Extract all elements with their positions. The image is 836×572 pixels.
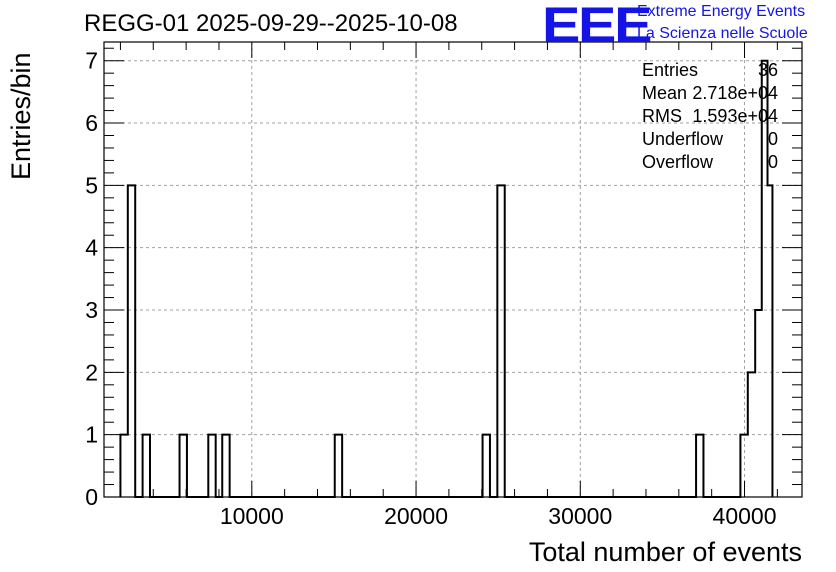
x-tick-label: 40000 (713, 503, 777, 529)
histogram-bin (180, 435, 187, 497)
histogram-bin (696, 435, 703, 497)
y-tick-label: 7 (85, 48, 98, 74)
x-axis-label: Total number of events (528, 537, 802, 567)
histogram-bin (208, 435, 215, 497)
y-axis-label: Entries/bin (6, 52, 36, 180)
stats-entries-label: Entries (642, 60, 699, 80)
histogram-bin (120, 435, 127, 497)
histogram-steps (119, 59, 774, 498)
stats-overflow-label: Overflow (642, 152, 714, 172)
histogram-outline (119, 59, 774, 498)
x-tick-label: 10000 (220, 503, 284, 529)
x-tick-label: 30000 (548, 503, 612, 529)
stats-mean-label: Mean (642, 83, 688, 103)
y-tick-label: 3 (85, 297, 98, 323)
y-tick-label: 4 (85, 235, 98, 261)
y-tick-label: 6 (85, 110, 98, 136)
histogram-bin (497, 185, 504, 497)
chart-title: REGG-01 2025-09-29--2025-10-08 (84, 10, 458, 37)
stats-overflow-value: 0 (767, 152, 778, 172)
histogram-bin (335, 435, 342, 497)
y-tick-label: 5 (85, 172, 98, 198)
histogram-bin (128, 185, 135, 497)
stats-mean-value: 2.718e+04 (692, 83, 778, 103)
stats-rms-label: RMS (642, 106, 682, 126)
stats-rms-value: 1.593e+04 (692, 106, 778, 126)
logo-line-2: La Scienza nelle Scuole (637, 25, 808, 42)
histogram-bin (143, 435, 150, 497)
x-tick-label: 20000 (384, 503, 448, 529)
plot-frame (103, 41, 803, 498)
eee-logo: EEE (542, 0, 652, 53)
stats-entries-value: 36 (757, 60, 778, 80)
stats-underflow-label: Underflow (642, 129, 724, 149)
y-tick-label: 1 (85, 422, 98, 448)
y-tick-label: 0 (85, 484, 98, 510)
histogram-bin (222, 435, 229, 497)
logo-line-1: Extreme Energy Events (637, 3, 806, 20)
grid-lines (104, 42, 802, 497)
histogram-bin (483, 435, 490, 497)
y-tick-label: 2 (85, 359, 98, 385)
axes: 10000 20000 30000 40000 0 1 2 3 4 5 6 7 (85, 41, 803, 529)
stats-underflow-value: 0 (767, 129, 778, 149)
